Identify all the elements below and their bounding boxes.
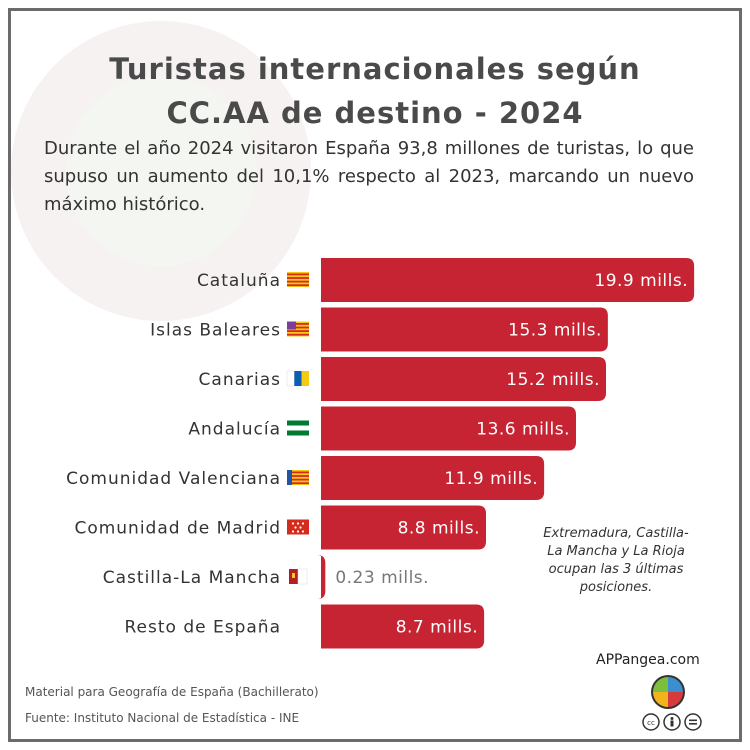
bar-row: Comunidad Valenciana 11.9 mills. [66,456,545,500]
bar-row: Islas Baleares 15.3 mills. [150,307,608,352]
flag-yellow-band [301,371,309,386]
category-label: Canarias [199,370,281,390]
bar-value-label: 8.8 mills. [398,519,480,539]
madrid-flag-icon [287,519,309,535]
flag-star [294,526,297,529]
bar-row: Canarias 15.2 mills. [199,357,606,401]
castilla-la-mancha-flag-icon [289,568,308,585]
appangea-logo-icon [651,675,685,709]
bar-value-label: 15.2 mills. [506,370,600,390]
flag-white-half [297,568,308,585]
flag-star [299,526,302,529]
flag-stripe [287,284,309,287]
flag-stripe [287,471,309,474]
chart-annotation: Extremadura, Castilla-La Mancha y La Rio… [543,526,689,595]
bar [321,604,485,649]
flag-star [291,522,295,525]
bar [321,505,486,550]
background-logo-watermark [11,21,311,321]
category-label: Comunidad Valenciana [66,469,281,489]
bar-value-label: 15.3 mills. [508,321,602,341]
andalusia-flag-icon [287,420,309,436]
flag-star [301,522,305,525]
bar-row: Cataluña 19.9 mills. [197,258,695,302]
category-label: Resto de España [125,618,282,638]
category-label: Comunidad de Madrid [74,519,281,539]
bar [321,357,606,401]
flag-star [296,522,300,525]
title-line-2: CC.AA de destino - 2024 [166,96,584,130]
bar-row: Castilla-La Mancha 0.23 mills. [103,555,429,599]
category-label: Andalucía [188,420,281,440]
chart-subtitle: Durante el año 2024 visitaron España 93,… [44,138,694,215]
bar [317,555,326,599]
balearic-flag-icon [287,321,309,337]
flag-white-band [286,370,295,387]
flag-stripe [287,280,309,283]
flag-stripe [287,273,309,276]
flag-white-band [287,425,309,431]
bar-value-label: 19.9 mills. [594,271,688,291]
bar [321,307,608,352]
bar-value-label: 0.23 mills. [335,568,429,588]
flag-green-band [287,430,309,436]
bar-row: Andalucía 13.6 mills. [188,406,576,451]
flag-star [291,530,295,533]
flag-stripe [287,330,309,332]
creative-commons-icon: cc [642,713,702,731]
bar-value-label: 13.6 mills. [476,420,570,440]
infographic-frame: Turistas internacionales según CC.AA de … [8,8,742,742]
flag-canton [287,321,296,330]
flag-star [301,530,305,533]
flag-field [287,470,309,485]
catalonia-flag-icon [287,272,309,287]
bar-chart: Cataluña 19.9 mills. Islas Baleares 15.3 mi… [66,258,695,649]
bar-row: Resto de España 8.7 mills. [125,604,485,649]
flag-stripe [287,333,309,336]
bar [321,456,545,500]
bar-row: Comunidad de Madrid 8.8 mills. [74,505,486,550]
bar [321,406,576,451]
chart-title: Turistas internacionales según CC.AA de … [11,47,739,135]
svg-text:cc: cc [647,719,655,727]
flag-stripe [287,326,309,329]
canary-flag-icon [286,370,309,387]
website-label[interactable]: APPangea.com [596,652,700,668]
bar-value-label: 11.9 mills. [444,469,538,489]
flag-stripe [287,482,309,485]
flag-field [287,272,309,287]
category-label: Islas Baleares [150,321,281,341]
bar-value-label: 8.7 mills. [396,618,478,638]
title-line-1: Turistas internacionales según [109,52,641,86]
flag-stripe [287,323,309,325]
footer-material: Material para Geografía de España (Bachi… [25,685,319,699]
flag-stripe [287,277,309,279]
category-label: Castilla-La Mancha [103,568,281,588]
flag-band [287,470,292,485]
flag-star [296,530,300,533]
flag-stripe [287,475,309,477]
category-label: Cataluña [197,271,281,291]
flag-castle [292,573,295,578]
footer-source: Fuente: Instituto Nacional de Estadístic… [25,711,300,725]
valencia-flag-icon [287,470,309,485]
flag-green-band [287,420,309,426]
flag-blue-band [294,371,302,386]
flag-stripe [287,478,309,481]
bar [321,258,695,302]
